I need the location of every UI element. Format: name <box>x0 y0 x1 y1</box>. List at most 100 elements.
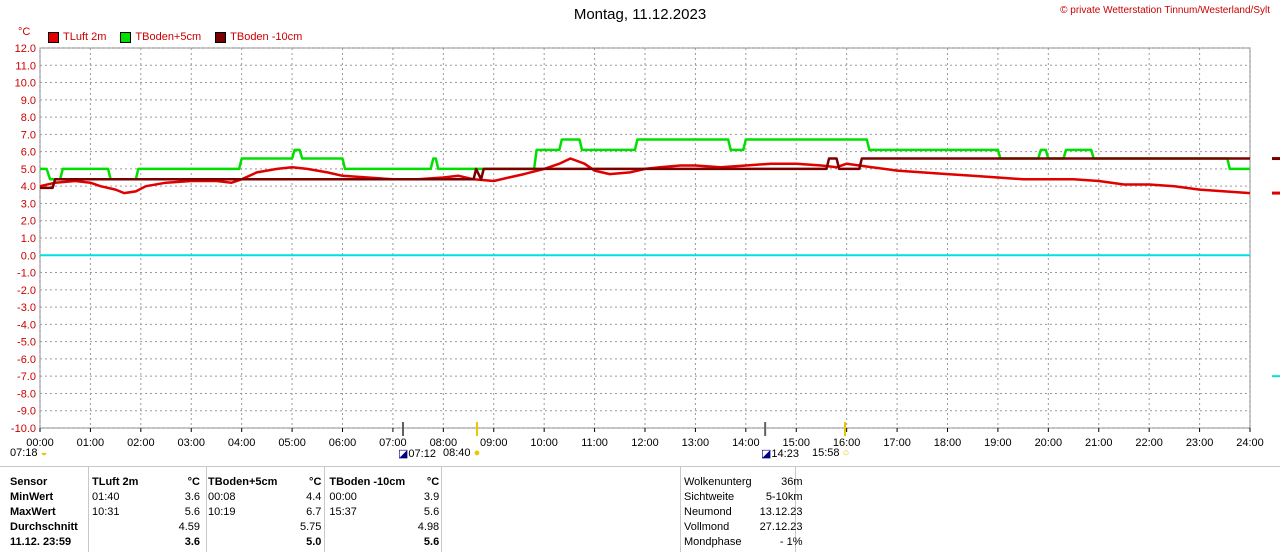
sun-half-icon: ◒ <box>40 447 48 459</box>
y-tick-label: 1.0 <box>21 233 36 245</box>
weather-label: Wolkenunterg <box>684 475 752 488</box>
y-tick-label: 4.0 <box>21 181 36 193</box>
cell-time <box>325 534 409 549</box>
legend-label-tboden10: TBoden -10cm <box>230 31 303 43</box>
header-tboden10-unit: °C <box>426 475 440 488</box>
cell-time: 15:37 <box>329 505 357 518</box>
x-tick-label: 07:00 <box>379 437 407 449</box>
col-divider-1 <box>88 466 89 552</box>
legend-item-tboden5: TBoden+5cm <box>120 31 201 43</box>
cell-value: 4.59 <box>178 520 200 533</box>
y-tick-label: 12.0 <box>15 43 36 55</box>
col-divider-4 <box>441 466 442 552</box>
cell-time: 01:40 <box>92 490 120 503</box>
x-tick-label: 22:00 <box>1135 437 1163 449</box>
sunset-civil: ◪14:23 <box>761 447 799 460</box>
cell-value: 5.6 <box>423 535 440 548</box>
weather-value: 5-10km <box>765 490 803 503</box>
x-tick-label: 18:00 <box>934 437 962 449</box>
cell-value: 5.6 <box>184 505 200 518</box>
legend-item-tluft: TLuft 2m <box>48 31 106 43</box>
table-row: MinWert 01:40 3.6 00:08 4.4 00:00 3.9 <box>6 489 443 504</box>
y-tick-label: 3.0 <box>21 198 36 210</box>
cell-value: 4.98 <box>417 520 440 533</box>
cell-value: 3.9 <box>423 490 440 503</box>
chart-title: Montag, 11.12.2023 <box>573 6 707 23</box>
x-tick-label: 01:00 <box>77 437 105 449</box>
cell-value: 4.4 <box>306 490 322 503</box>
header-sensor: Sensor <box>10 475 48 488</box>
legend-label-tluft: TLuft 2m <box>63 31 107 43</box>
sunrise: 08:40 ● <box>443 447 480 459</box>
cell-value: 6.7 <box>306 505 322 518</box>
y-tick-label: -9.0 <box>17 406 36 418</box>
cell-value: 3.6 <box>184 535 200 548</box>
weather-row: Neumond 13.12.23 <box>680 504 807 519</box>
y-tick-label: -10.0 <box>11 423 36 435</box>
legend-item-tboden10: TBoden -10cm <box>215 31 302 43</box>
cell-time <box>325 519 409 534</box>
header-tluft-unit: °C <box>187 475 200 488</box>
y-tick-label: 0.0 <box>21 250 36 262</box>
legend-swatch-tluft <box>48 31 59 43</box>
weather-info-table: Wolkenunterg 36m Sichtweite 5-10km Neumond… <box>680 474 807 549</box>
y-tick-label: 9.0 <box>21 95 36 107</box>
legend-label-tboden5: TBoden+5cm <box>135 31 202 43</box>
cell-time <box>88 519 160 534</box>
x-tick-label: 14:00 <box>732 437 760 449</box>
y-tick-label: 8.0 <box>21 112 36 124</box>
sunset: 15:58 ○ <box>812 447 849 459</box>
cell-value: 5.75 <box>299 520 322 533</box>
cell-time: 10:19 <box>208 505 236 518</box>
table-row: 11.12. 23:59 3.6 5.0 5.6 <box>6 534 443 549</box>
sunrise-icon-time: 07:18 ◒ <box>10 447 47 459</box>
x-tick-label: 24:00 <box>1236 437 1264 449</box>
cell-time <box>88 534 160 549</box>
y-axis-unit: °C <box>18 26 31 38</box>
col-divider-6 <box>795 466 796 552</box>
y-tick-label: -8.0 <box>17 388 36 400</box>
legend-swatch-tboden5 <box>120 31 132 43</box>
x-tick-label: 21:00 <box>1085 437 1113 449</box>
x-tick-label: 11:00 <box>581 437 608 449</box>
x-tick-label: 12:00 <box>631 437 659 449</box>
row-label: Durchschnitt <box>10 520 78 533</box>
y-tick-label: -7.0 <box>17 371 36 383</box>
col-divider-2 <box>206 466 207 552</box>
x-tick-label: 06:00 <box>329 437 357 449</box>
header-tboden10: TBoden -10cm <box>329 475 406 488</box>
y-tick-label: 2.0 <box>21 216 36 228</box>
cell-time: 00:08 <box>208 490 236 503</box>
weather-label: Neumond <box>684 505 732 518</box>
table-divider <box>0 466 1280 467</box>
cell-time <box>204 534 281 549</box>
twilight-icon-2: ◪ <box>761 448 772 460</box>
cell-time: 00:00 <box>329 490 357 503</box>
x-tick-label: 08:00 <box>430 437 458 449</box>
row-label: 11.12. 23:59 <box>10 535 72 548</box>
x-tick-label: 02:00 <box>127 437 155 449</box>
weather-value: 13.12.23 <box>759 505 803 518</box>
y-tick-label: -1.0 <box>17 268 36 280</box>
temperature-chart: 12.0 11.0 10.0 9.0 8.0 7.0 6.0 5.0 4.0 3.0 2.0 1.0 0… <box>11 43 1280 449</box>
x-tick-label: 23:00 <box>1186 437 1214 449</box>
cell-time: 10:31 <box>92 505 120 518</box>
cell-time <box>204 519 281 534</box>
y-tick-label: 10.0 <box>15 78 36 90</box>
y-tick-label: 6.0 <box>21 147 36 159</box>
x-tick-label: 04:00 <box>228 437 256 449</box>
col-divider-3 <box>324 466 325 552</box>
x-tick-label: 03:00 <box>177 437 205 449</box>
row-label: MaxWert <box>10 505 56 518</box>
sunrise-label: 08:40 <box>443 447 471 459</box>
series-line-2 <box>40 138 1250 181</box>
legend-swatch-tboden10 <box>215 31 227 43</box>
y-tick-label: -2.0 <box>17 285 36 297</box>
table-row: MaxWert 10:31 5.6 10:19 6.7 15:37 5.6 <box>6 504 443 519</box>
sunset-civil-label: 14:23 <box>771 448 799 460</box>
civil-dawn-label: 07:12 <box>408 448 436 460</box>
header-tboden5-unit: °C <box>309 475 322 488</box>
header-tboden5: TBoden+5cm <box>208 475 278 488</box>
y-tick-label: 11.0 <box>15 60 36 72</box>
x-tick-label: 17:00 <box>883 437 911 449</box>
